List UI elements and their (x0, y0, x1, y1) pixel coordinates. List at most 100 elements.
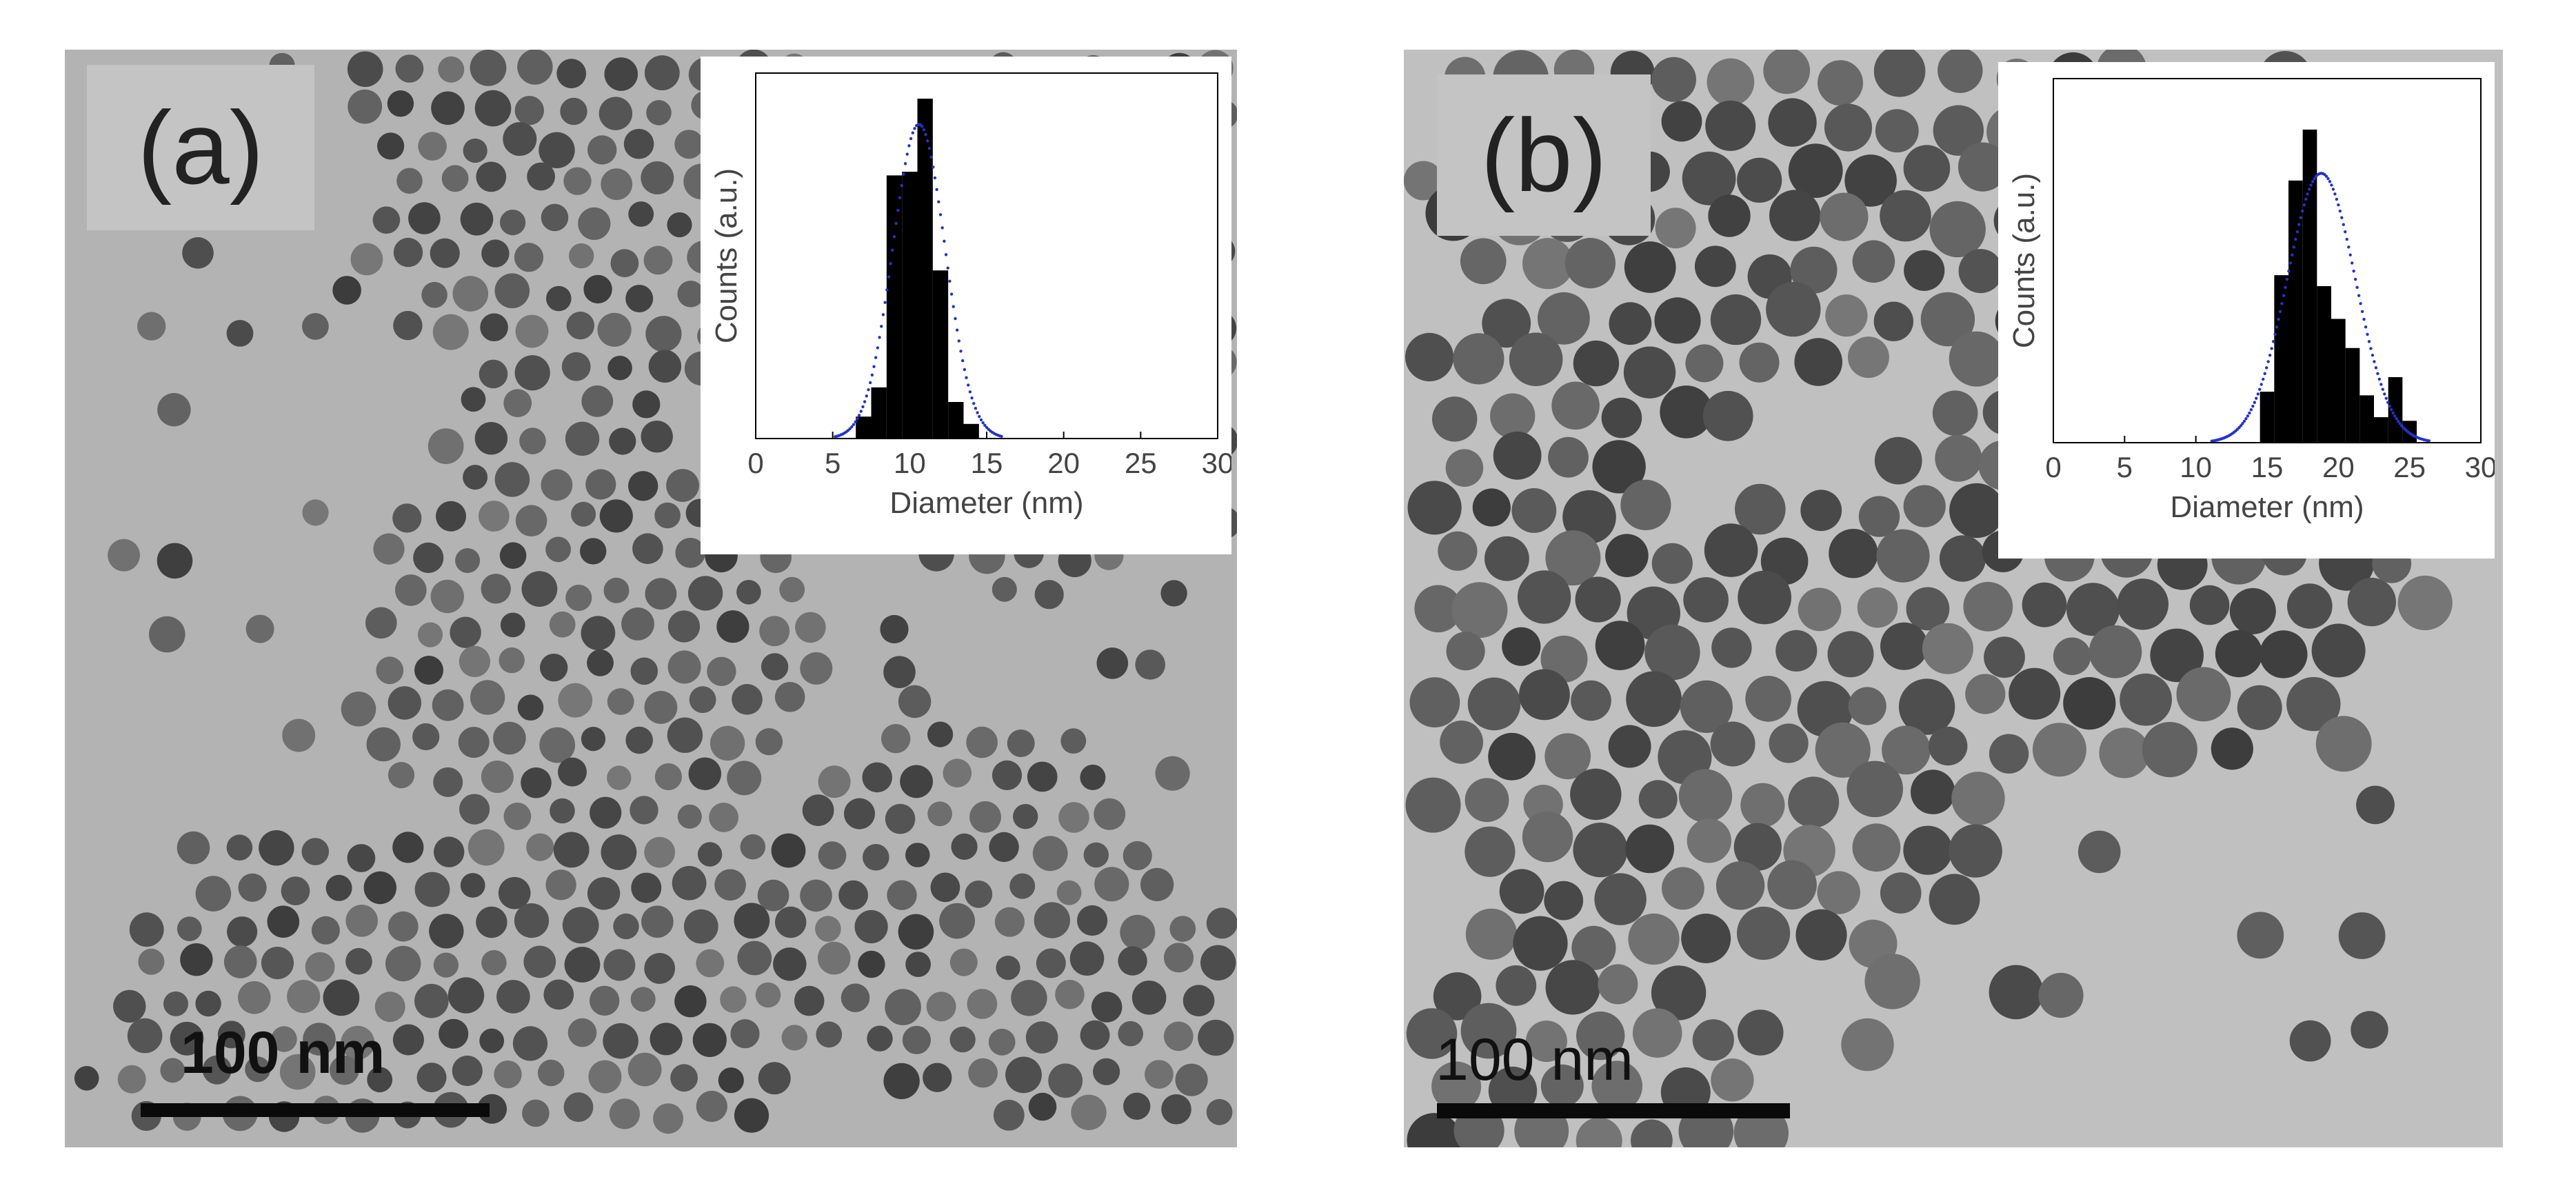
nanoparticle (388, 686, 421, 720)
nanoparticle (1800, 490, 1842, 532)
nanoparticle (463, 138, 487, 163)
nanoparticle (644, 953, 676, 984)
nanoparticle (1767, 860, 1817, 910)
nanoparticle (2089, 625, 2142, 678)
nanoparticle (447, 977, 485, 1014)
nanoparticle (696, 1090, 727, 1123)
fit-curve-point (2297, 223, 2301, 226)
nanoparticle (1735, 483, 1786, 535)
fit-curve-point (2396, 419, 2400, 423)
nanoparticle (1683, 577, 1729, 623)
nanoparticle (1906, 587, 1950, 631)
nanoparticle (1766, 281, 1821, 337)
fit-curve-point (2353, 277, 2357, 281)
fit-curve-point (978, 414, 981, 419)
panel-label-a-text: (a) (137, 89, 264, 205)
fit-curve-point (2374, 366, 2378, 370)
nanoparticle (943, 758, 972, 787)
nanoparticle (1929, 874, 1980, 925)
fit-curve-point (2367, 340, 2371, 343)
nanoparticle (779, 576, 805, 603)
nanoparticle (930, 872, 960, 903)
fit-curve-point (885, 288, 889, 292)
fit-curve-point (865, 394, 868, 398)
nanoparticle (1573, 340, 1620, 387)
nanoparticle (588, 1060, 622, 1094)
nanoparticle (653, 1103, 684, 1134)
nanoparticle (816, 1021, 843, 1048)
nanoparticle (720, 986, 747, 1013)
nanoparticle (543, 979, 574, 1010)
histogram-bar (963, 423, 979, 439)
nanoparticle (480, 313, 508, 342)
nanoparticle (1592, 440, 1646, 494)
nanoparticle (303, 1023, 336, 1056)
nanoparticle (521, 767, 552, 798)
nanoparticle (413, 542, 444, 574)
nanoparticle (498, 876, 531, 909)
fit-curve-point (972, 401, 976, 405)
nanoparticle (217, 1020, 245, 1049)
nanoparticle (667, 212, 692, 238)
nanoparticle (432, 689, 464, 721)
nanoparticle (815, 916, 841, 942)
fit-curve-point (2362, 317, 2366, 321)
fit-curve-point (2352, 269, 2355, 273)
nanoparticle (539, 132, 575, 168)
nanoparticle (1965, 674, 2006, 714)
nanoparticle (1824, 103, 1873, 152)
fit-curve-point (2263, 372, 2266, 376)
fit-curve-point (924, 133, 927, 137)
fit-curve-point (2328, 180, 2332, 183)
fit-curve-point (900, 183, 903, 188)
nanoparticle (1055, 980, 1085, 1009)
nanoparticle (727, 761, 762, 796)
nanoparticle (1662, 867, 1704, 910)
nanoparticle (625, 726, 653, 754)
fit-curve-point (863, 400, 867, 403)
nanoparticle (1517, 570, 1571, 624)
nanoparticle (282, 718, 316, 752)
fit-curve-point (850, 425, 854, 429)
nanoparticle (1094, 867, 1129, 902)
nanoparticle (436, 501, 466, 532)
fit-curve-point (2377, 377, 2382, 381)
nanoparticle (604, 57, 638, 91)
nanoparticle (281, 876, 310, 905)
nanoparticle (238, 873, 267, 902)
nanoparticle (1963, 581, 2013, 632)
nanoparticle (372, 206, 401, 234)
nanoparticle (885, 989, 921, 1025)
nanoparticle (1499, 869, 1544, 914)
scale-bar-label-a: 100 nm (181, 1020, 385, 1086)
nanoparticle (1490, 393, 1536, 439)
nanoparticle (1404, 161, 1443, 201)
nanoparticle (259, 830, 294, 866)
nanoparticle (898, 914, 934, 950)
nanoparticle (479, 1028, 505, 1054)
nanoparticle (650, 1023, 683, 1056)
nanoparticle (687, 576, 723, 611)
nanoparticle (494, 462, 530, 497)
nanoparticle (761, 653, 789, 681)
nanoparticle (267, 905, 300, 938)
nanoparticle (500, 612, 525, 638)
fit-curve-point (2366, 332, 2369, 336)
nanoparticle (607, 765, 632, 790)
nanoparticle (467, 829, 505, 866)
nanoparticle (587, 135, 617, 165)
fit-curve-point (2275, 325, 2279, 329)
nanoparticle (800, 879, 832, 912)
nanoparticle (994, 907, 1025, 937)
nanoparticle (841, 983, 870, 1012)
nanoparticle (418, 132, 447, 161)
nanoparticle (301, 838, 330, 865)
nanoparticle (2142, 722, 2197, 778)
x-tick-label: 25 (1125, 447, 1157, 479)
nanoparticle (697, 842, 723, 867)
nanoparticle (474, 422, 508, 455)
nanoparticle (74, 1066, 99, 1091)
nanoparticle (117, 1065, 146, 1094)
nanoparticle (556, 59, 587, 88)
nanoparticle (434, 836, 465, 867)
